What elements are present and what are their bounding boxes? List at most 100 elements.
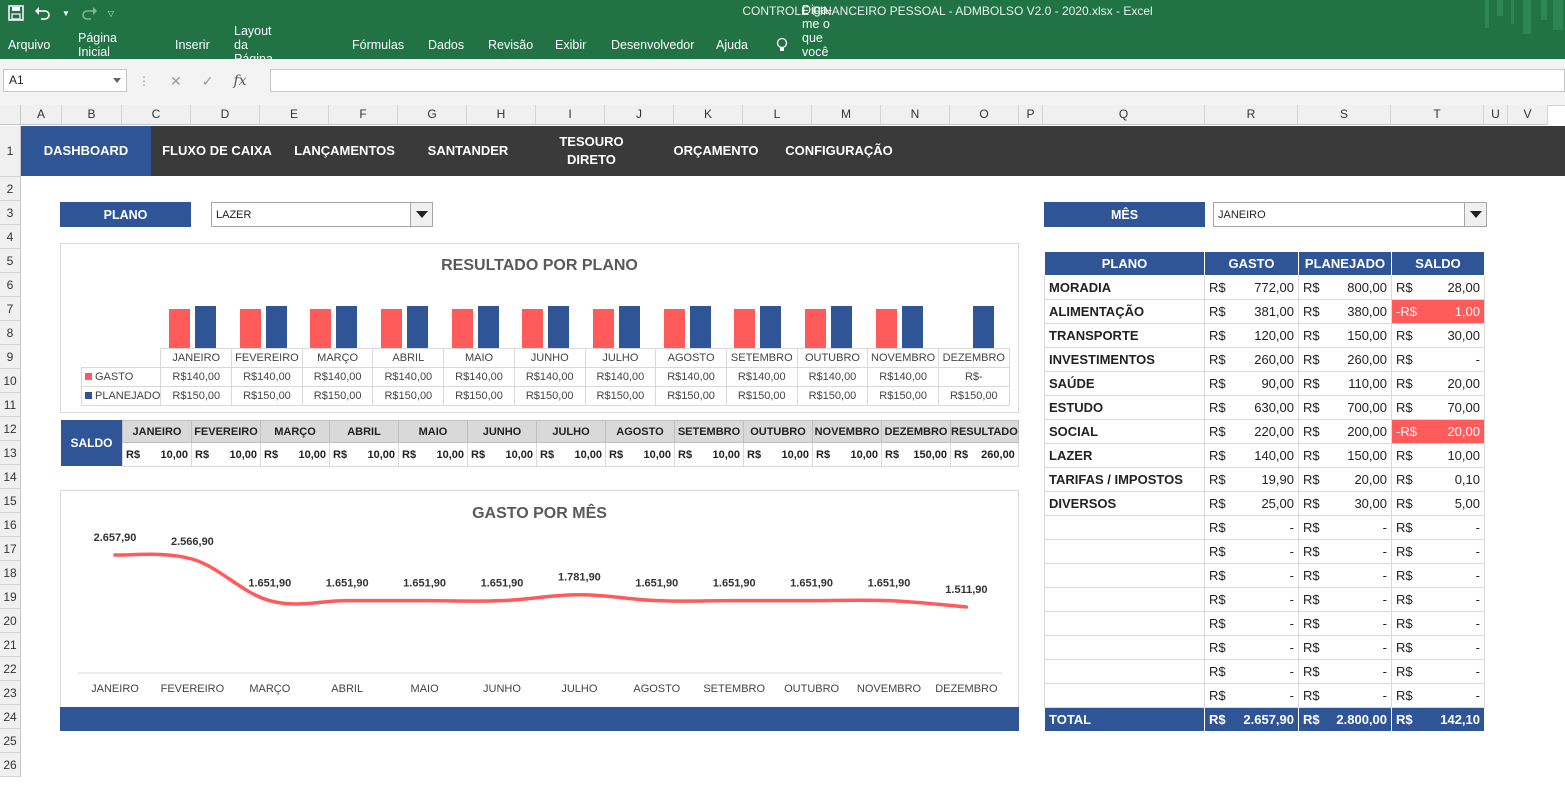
ribbon-tab-dados[interactable]: Dados — [428, 38, 465, 52]
row-header[interactable]: 20 — [0, 609, 21, 633]
nav-tesouro-direto[interactable]: TESOURO DIRETO — [545, 126, 638, 176]
column-header[interactable]: L — [743, 105, 812, 125]
column-header[interactable]: P — [1019, 105, 1043, 125]
bar-gasto[interactable] — [734, 308, 756, 348]
row-header[interactable]: 21 — [0, 633, 21, 657]
gasto-por-mes-chart[interactable]: GASTO POR MÊS 2.657,90 JANEIRO 2.566,90 FEV… — [60, 490, 1019, 708]
nav-orcamento[interactable]: ORÇAMENTO — [666, 126, 766, 176]
column-header[interactable]: S — [1298, 105, 1391, 125]
bar-planejado[interactable] — [406, 306, 428, 348]
column-header[interactable]: N — [881, 105, 950, 125]
row-header[interactable]: 17 — [0, 537, 21, 561]
column-header[interactable]: C — [122, 105, 191, 125]
column-header[interactable]: O — [950, 105, 1019, 125]
row-header[interactable]: 8 — [0, 321, 21, 345]
bar-planejado[interactable] — [831, 306, 853, 348]
save-icon[interactable] — [8, 5, 24, 21]
row-header[interactable]: 6 — [0, 273, 21, 297]
bar-planejado[interactable] — [336, 306, 358, 348]
bar-gasto[interactable] — [310, 308, 332, 348]
plan-row[interactable]: SAÚDE R$ 90,00 R$ 110,00 R$ 20,00 — [1044, 371, 1485, 396]
ribbon-tab-desenvolvedor[interactable]: Desenvolvedor — [611, 38, 695, 52]
plan-row[interactable]: R$ - R$ - R$ - — [1044, 659, 1485, 684]
column-header[interactable]: D — [191, 105, 260, 125]
saldo-cell[interactable]: R$ 10,00 — [536, 442, 606, 467]
bar-gasto[interactable] — [380, 308, 402, 348]
saldo-cell[interactable]: R$ 260,00 — [950, 442, 1019, 467]
bar-gasto[interactable] — [663, 308, 685, 348]
plan-row[interactable]: R$ - R$ - R$ - — [1044, 587, 1485, 612]
chevron-down-icon[interactable] — [113, 78, 121, 83]
row-header[interactable]: 12 — [0, 417, 21, 441]
row-header[interactable]: 4 — [0, 225, 21, 249]
row-header[interactable]: 3 — [0, 201, 21, 225]
row-header[interactable]: 1 — [0, 126, 21, 177]
saldo-cell[interactable]: R$ 10,00 — [812, 442, 882, 467]
ribbon-tab-revisao[interactable]: Revisão — [488, 38, 534, 52]
row-header[interactable]: 10 — [0, 369, 21, 393]
insert-function-icon[interactable]: fx — [233, 73, 247, 89]
more-options-icon[interactable]: ⋮ — [138, 74, 150, 88]
saldo-cell[interactable]: R$ 10,00 — [398, 442, 468, 467]
column-header[interactable]: U — [1484, 105, 1508, 125]
row-header[interactable]: 22 — [0, 657, 21, 681]
redo-icon[interactable] — [80, 5, 98, 21]
row-header[interactable]: 19 — [0, 585, 21, 609]
mes-dropdown-icon[interactable] — [1464, 203, 1486, 226]
saldo-cell[interactable]: R$ 10,00 — [605, 442, 675, 467]
ribbon-tab-exibir[interactable]: Exibir — [555, 38, 587, 52]
resultado-por-plano-chart[interactable]: RESULTADO POR PLANO JANEIRO FEVEREIRO MARÇ… — [60, 243, 1019, 413]
saldo-cell[interactable]: R$ 150,00 — [881, 442, 951, 467]
nav-fluxo-de-caixa[interactable]: FLUXO DE CAIXA — [158, 126, 276, 176]
column-header[interactable]: K — [674, 105, 743, 125]
plan-row[interactable]: SOCIAL R$ 220,00 R$ 200,00 -R$ 20,00 — [1044, 419, 1485, 444]
plano-dropdown-icon[interactable] — [410, 203, 432, 226]
bar-planejado[interactable] — [901, 306, 923, 348]
bar-planejado[interactable] — [972, 306, 994, 348]
row-header[interactable]: 2 — [0, 177, 21, 201]
bar-gasto[interactable] — [805, 308, 827, 348]
column-header[interactable]: M — [812, 105, 881, 125]
plan-row[interactable]: INVESTIMENTOS R$ 260,00 R$ 260,00 R$ - — [1044, 347, 1485, 372]
row-header[interactable]: 11 — [0, 393, 21, 417]
cancel-icon[interactable]: ✕ — [170, 72, 182, 89]
bar-planejado[interactable] — [760, 306, 782, 348]
plan-row[interactable]: TRANSPORTE R$ 120,00 R$ 150,00 R$ 30,00 — [1044, 323, 1485, 348]
bar-planejado[interactable] — [194, 306, 216, 348]
column-header[interactable]: H — [467, 105, 536, 125]
plan-row[interactable]: DIVERSOS R$ 25,00 R$ 30,00 R$ 5,00 — [1044, 491, 1485, 516]
series-line[interactable] — [113, 552, 969, 609]
bar-gasto[interactable] — [522, 308, 544, 348]
enter-icon[interactable]: ✓ — [201, 72, 214, 89]
row-header[interactable]: 25 — [0, 729, 21, 753]
plan-row[interactable]: TARIFAS / IMPOSTOS R$ 19,90 R$ 20,00 R$ 0,10 — [1044, 467, 1485, 492]
ribbon-tab-formulas[interactable]: Fórmulas — [352, 38, 405, 52]
column-header[interactable]: A — [21, 105, 62, 125]
plan-row[interactable]: R$ - R$ - R$ - — [1044, 539, 1485, 564]
row-header[interactable]: 24 — [0, 705, 21, 729]
ribbon-tab-ajuda[interactable]: Ajuda — [716, 38, 748, 52]
ribbon-tab-pagina-inicial[interactable]: Página Inicial — [78, 31, 117, 59]
saldo-cell[interactable]: R$ 10,00 — [467, 442, 537, 467]
plan-row[interactable]: MORADIA R$ 772,00 R$ 800,00 R$ 28,00 — [1044, 275, 1485, 300]
nav-dashboard[interactable]: DASHBOARD — [21, 126, 151, 176]
row-header[interactable]: 16 — [0, 513, 21, 537]
row-header[interactable]: 14 — [0, 465, 21, 489]
column-header[interactable]: I — [536, 105, 605, 125]
bar-gasto[interactable] — [239, 308, 261, 348]
formula-input[interactable] — [270, 69, 1565, 92]
saldo-cell[interactable]: R$ 10,00 — [743, 442, 813, 467]
saldo-cell[interactable]: R$ 10,00 — [191, 442, 261, 467]
column-header[interactable]: T — [1391, 105, 1484, 125]
bar-planejado[interactable] — [619, 306, 641, 348]
mes-select[interactable]: JANEIRO — [1213, 202, 1487, 227]
column-header[interactable]: G — [398, 105, 467, 125]
bar-planejado[interactable] — [548, 306, 570, 348]
ribbon-tab-inserir[interactable]: Inserir — [175, 38, 210, 52]
plan-row[interactable]: R$ - R$ - R$ - — [1044, 515, 1485, 540]
bar-planejado[interactable] — [689, 306, 711, 348]
plan-row[interactable]: R$ - R$ - R$ - — [1044, 635, 1485, 660]
row-header[interactable]: 26 — [0, 753, 21, 777]
select-all-corner[interactable] — [0, 105, 21, 125]
row-header[interactable]: 13 — [0, 441, 21, 465]
